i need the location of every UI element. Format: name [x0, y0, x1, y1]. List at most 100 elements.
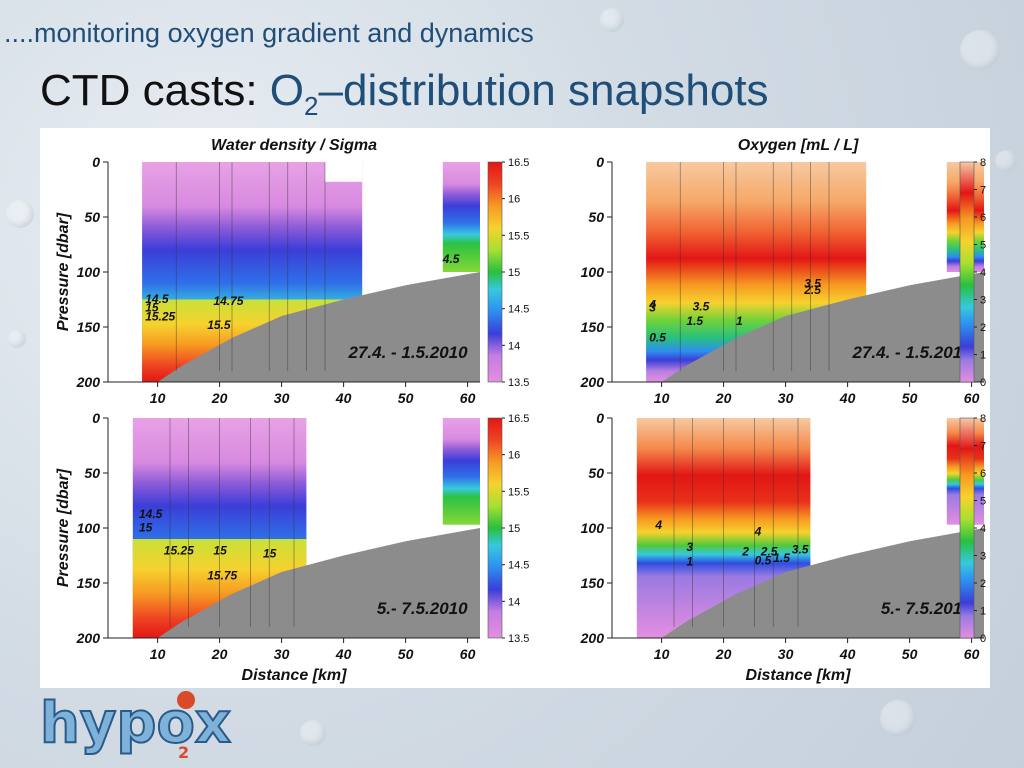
logo-bubble-icon — [177, 691, 195, 709]
x-tick-label: 20 — [715, 390, 732, 406]
colorbar — [487, 417, 503, 639]
seabed — [157, 272, 480, 382]
colorbar-tick-label: 0 — [980, 377, 986, 389]
ctd-figure: Water density / Sigma 0 50 100 150 200 10 20 30 4… — [40, 128, 990, 688]
colorbar-tick-label: 16.5 — [508, 413, 529, 425]
y-tick-label: 0 — [596, 410, 604, 426]
x-tick-label: 10 — [654, 390, 670, 406]
colorbar-tick-label: 13.5 — [508, 377, 529, 389]
x-tick-label: 10 — [654, 646, 670, 662]
x-tick-label: 30 — [274, 646, 290, 662]
y-tick-label: 200 — [580, 374, 605, 390]
contour-label: 2.5 — [760, 545, 778, 559]
contour-label: 0.5 — [755, 553, 772, 567]
x-tick-label: 20 — [211, 646, 228, 662]
colorbar-tick-label: 14.5 — [508, 304, 529, 316]
colorbar-tick-label: 7 — [980, 441, 986, 453]
y-tick-label: 100 — [77, 264, 101, 280]
colorbar-tick-label: 8 — [980, 157, 986, 169]
colorbar-tick-label: 13.5 — [508, 633, 529, 645]
colorbar — [487, 161, 503, 383]
contour-label: 15.75 — [207, 569, 237, 583]
title-prefix: CTD casts: — [40, 66, 270, 115]
x-tick-label: 50 — [398, 390, 414, 406]
x-tick-label: 20 — [211, 390, 228, 406]
contour-label: 1 — [686, 554, 693, 568]
y-tick-label: 150 — [77, 319, 101, 335]
contour-label: 15 — [263, 547, 277, 561]
contour-label: 1 — [736, 314, 743, 328]
x-tick-label: 50 — [398, 646, 414, 662]
slide-subtitle: ....monitoring oxygen gradient and dynam… — [4, 18, 534, 48]
x-axis-label: Distance [km] — [746, 667, 852, 684]
seabed — [661, 528, 984, 638]
y-tick-label: 50 — [588, 465, 604, 481]
y-tick-label: 0 — [92, 410, 100, 426]
y-tick-label: 50 — [84, 209, 100, 225]
colorbar-tick-label: 3 — [980, 551, 986, 563]
title-o: O — [269, 66, 305, 115]
colorbar-tick-label: 15 — [508, 523, 520, 535]
y-tick-label: 100 — [581, 264, 605, 280]
y-tick-label: 50 — [588, 209, 604, 225]
x-tick-label: 40 — [335, 646, 352, 662]
contour-label: 15 — [213, 543, 227, 557]
logo-text: hypox — [40, 691, 231, 756]
contour-label: 14.75 — [213, 294, 243, 308]
right-station-field — [442, 418, 480, 525]
bubble-decoration — [995, 150, 1017, 172]
contour-label: 14.5 — [139, 507, 163, 521]
colorbar-tick-label: 14 — [508, 340, 520, 352]
date-label: 27.4. - 1.5.2010 — [852, 343, 973, 362]
colorbar-tick-label: 1 — [980, 350, 986, 362]
bubble-decoration — [600, 8, 624, 32]
contour-label: 1.5 — [686, 314, 703, 328]
colorbar-tick-label: 15 — [508, 267, 520, 279]
contour-label: 14.5 — [145, 292, 169, 306]
x-tick-label: 30 — [778, 646, 794, 662]
colorbar-tick-label: 1 — [980, 606, 986, 618]
colorbar-tick-label: 8 — [980, 413, 986, 425]
y-tick-label: 0 — [596, 154, 604, 170]
colorbar-tick-label: 16 — [508, 450, 520, 462]
colorbar-tick-label: 5 — [980, 240, 986, 252]
y-tick-label: 200 — [76, 374, 101, 390]
colorbar-tick-label: 7 — [980, 185, 986, 197]
y-tick-label: 0 — [92, 154, 100, 170]
contour-label: 15 — [145, 301, 159, 315]
logo-subscript: 2 — [178, 743, 189, 762]
x-tick-label: 10 — [150, 646, 166, 662]
contour-label: 4 — [648, 297, 656, 311]
y-tick-label: 150 — [581, 575, 605, 591]
x-tick-label: 40 — [335, 390, 352, 406]
colorbar-tick-label: 2 — [980, 322, 986, 334]
right-station-field — [442, 162, 480, 272]
contour-label: 1.5 — [773, 551, 790, 565]
panel-1: Water density / Sigma 0 50 100 150 200 10 20 30 4… — [55, 137, 529, 406]
x-tick-label: 40 — [839, 390, 856, 406]
y-tick-label: 150 — [77, 575, 101, 591]
panel-title: Water density / Sigma — [211, 137, 377, 154]
contour-label: 15.25 — [164, 543, 194, 557]
colorbar-tick-label: 4 — [980, 267, 986, 279]
colorbar — [959, 161, 975, 383]
x-tick-label: 30 — [778, 390, 794, 406]
x-tick-label: 20 — [715, 646, 732, 662]
seabed — [661, 272, 984, 382]
date-label: 5.- 7.5.2010 — [377, 599, 468, 618]
contour-label: 15.5 — [207, 318, 231, 332]
colorbar-tick-label: 3 — [980, 295, 986, 307]
bubble-decoration — [300, 720, 326, 746]
hypox-logo: hypox 2 — [39, 690, 232, 762]
colorbar-tick-label: 16 — [508, 194, 520, 206]
x-tick-label: 60 — [460, 390, 476, 406]
contour-label: 3.5 — [792, 542, 809, 556]
x-tick-label: 50 — [902, 390, 918, 406]
slide-title: CTD casts: O2–distribution snapshots — [40, 66, 769, 122]
x-tick-label: 10 — [150, 390, 166, 406]
contour-label: 15.25 — [145, 309, 175, 323]
